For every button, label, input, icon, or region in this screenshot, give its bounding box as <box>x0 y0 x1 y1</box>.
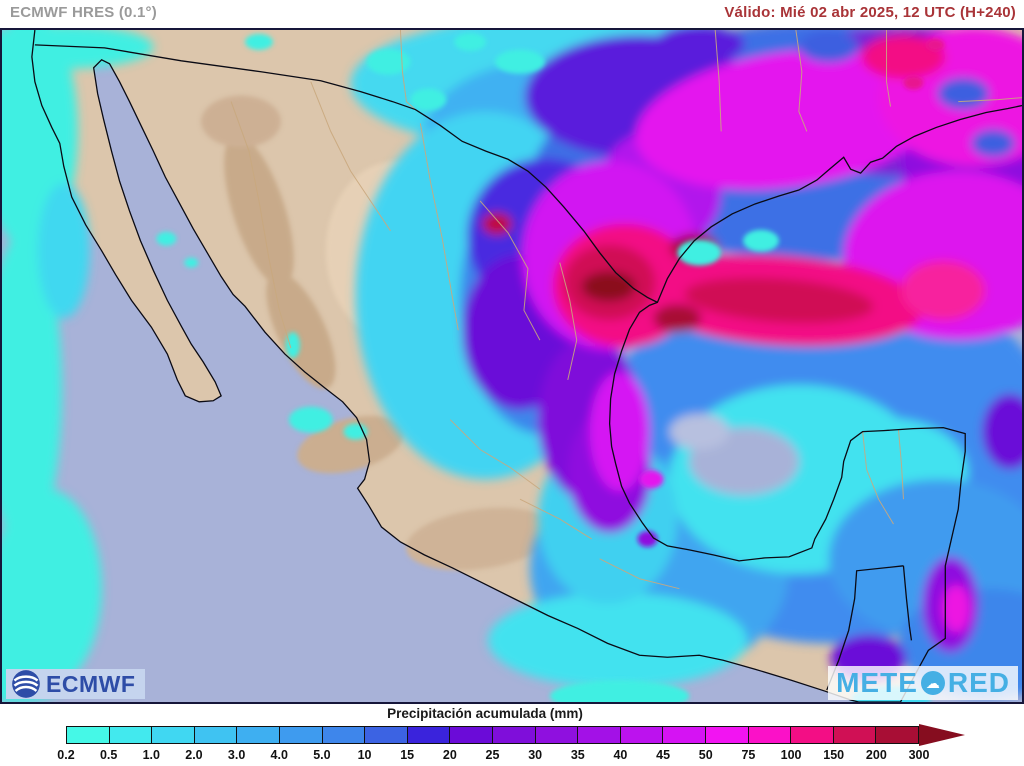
legend-area: Precipitación acumulada (mm) 0.2 0.5 1.0 2.… <box>0 704 1024 766</box>
legend-tick-labels: 0.2 0.5 1.0 2.0 3.0 4.0 5.0 10 15 20 25 30 35 40 45 50 7… <box>0 748 1024 764</box>
legend-tick-label: 200 <box>865 748 887 762</box>
legend-swatch <box>152 727 195 743</box>
legend-swatch <box>67 727 110 743</box>
legend-swatch <box>748 727 792 743</box>
legend-tick-label: 35 <box>570 748 585 762</box>
legend-tick-label: 5.0 <box>313 748 331 762</box>
valid-time-label: Válido: Mié 02 abr 2025, 12 UTC (H+240) <box>724 4 1016 21</box>
legend-tick-label: 100 <box>780 748 802 762</box>
legend-swatch <box>492 727 536 743</box>
precipitation-map: ECMWF METE ☁ RED <box>0 28 1024 704</box>
legend-swatch <box>705 727 749 743</box>
legend-swatch <box>322 727 366 743</box>
ecmwf-logo: ECMWF <box>6 669 146 699</box>
legend-swatch <box>450 727 493 743</box>
legend-tick-label: 3.0 <box>227 748 246 762</box>
legend-tick-label: 0.2 <box>57 748 75 762</box>
ecmwf-emblem-icon <box>12 670 40 698</box>
ecmwf-logo-text: ECMWF <box>46 670 136 697</box>
color-scale-arrow <box>919 724 965 746</box>
legend-swatch <box>407 727 451 743</box>
legend-swatch <box>620 727 664 743</box>
meteored-cloud-icon: ☁ <box>920 671 945 695</box>
header-bar: ECMWF HRES (0.1°) Válido: Mié 02 abr 202… <box>0 0 1024 28</box>
legend-tick-label: 4.0 <box>270 748 288 762</box>
legend-swatch <box>109 727 153 743</box>
legend-tick-label: 150 <box>823 748 845 762</box>
state-borders <box>230 30 1022 590</box>
legend-tick-label: 15 <box>400 748 415 762</box>
meteored-text-right: RED <box>947 667 1010 698</box>
legend-swatch <box>237 727 280 743</box>
legend-swatch <box>535 727 579 743</box>
coastline <box>31 30 1022 702</box>
legend-tick-label: 300 <box>908 748 930 762</box>
legend-tick-label: 0.5 <box>99 748 118 762</box>
meteored-text-left: METE <box>836 667 918 698</box>
legend-tick-label: 20 <box>442 748 457 762</box>
legend-swatch <box>365 727 408 743</box>
legend-tick-label: 75 <box>741 748 756 762</box>
legend-tick-label: 45 <box>656 748 671 762</box>
legend-tick-label: 10 <box>357 748 372 762</box>
legend-swatch <box>194 727 238 743</box>
legend-tick-label: 40 <box>613 748 628 762</box>
legend-swatch <box>663 727 706 743</box>
legend-swatch <box>279 727 323 743</box>
legend-swatch <box>876 727 918 743</box>
legend-tick-label: 25 <box>485 748 500 762</box>
legend-tick-label: 50 <box>698 748 713 762</box>
map-canvas <box>2 30 1022 702</box>
legend-swatch <box>578 727 621 743</box>
legend-tick-label: 1.0 <box>142 748 160 762</box>
legend-tick-label: 2.0 <box>185 748 203 762</box>
legend-swatch <box>791 727 834 743</box>
legend-title: Precipitación acumulada (mm) <box>387 706 583 721</box>
model-name-label: ECMWF HRES (0.1°) <box>10 4 157 21</box>
legend-tick-label: 30 <box>528 748 543 762</box>
color-scale-bar <box>66 726 919 744</box>
meteored-logo: METE ☁ RED <box>828 666 1018 700</box>
legend-swatch <box>833 727 877 743</box>
country-borders <box>34 44 913 691</box>
